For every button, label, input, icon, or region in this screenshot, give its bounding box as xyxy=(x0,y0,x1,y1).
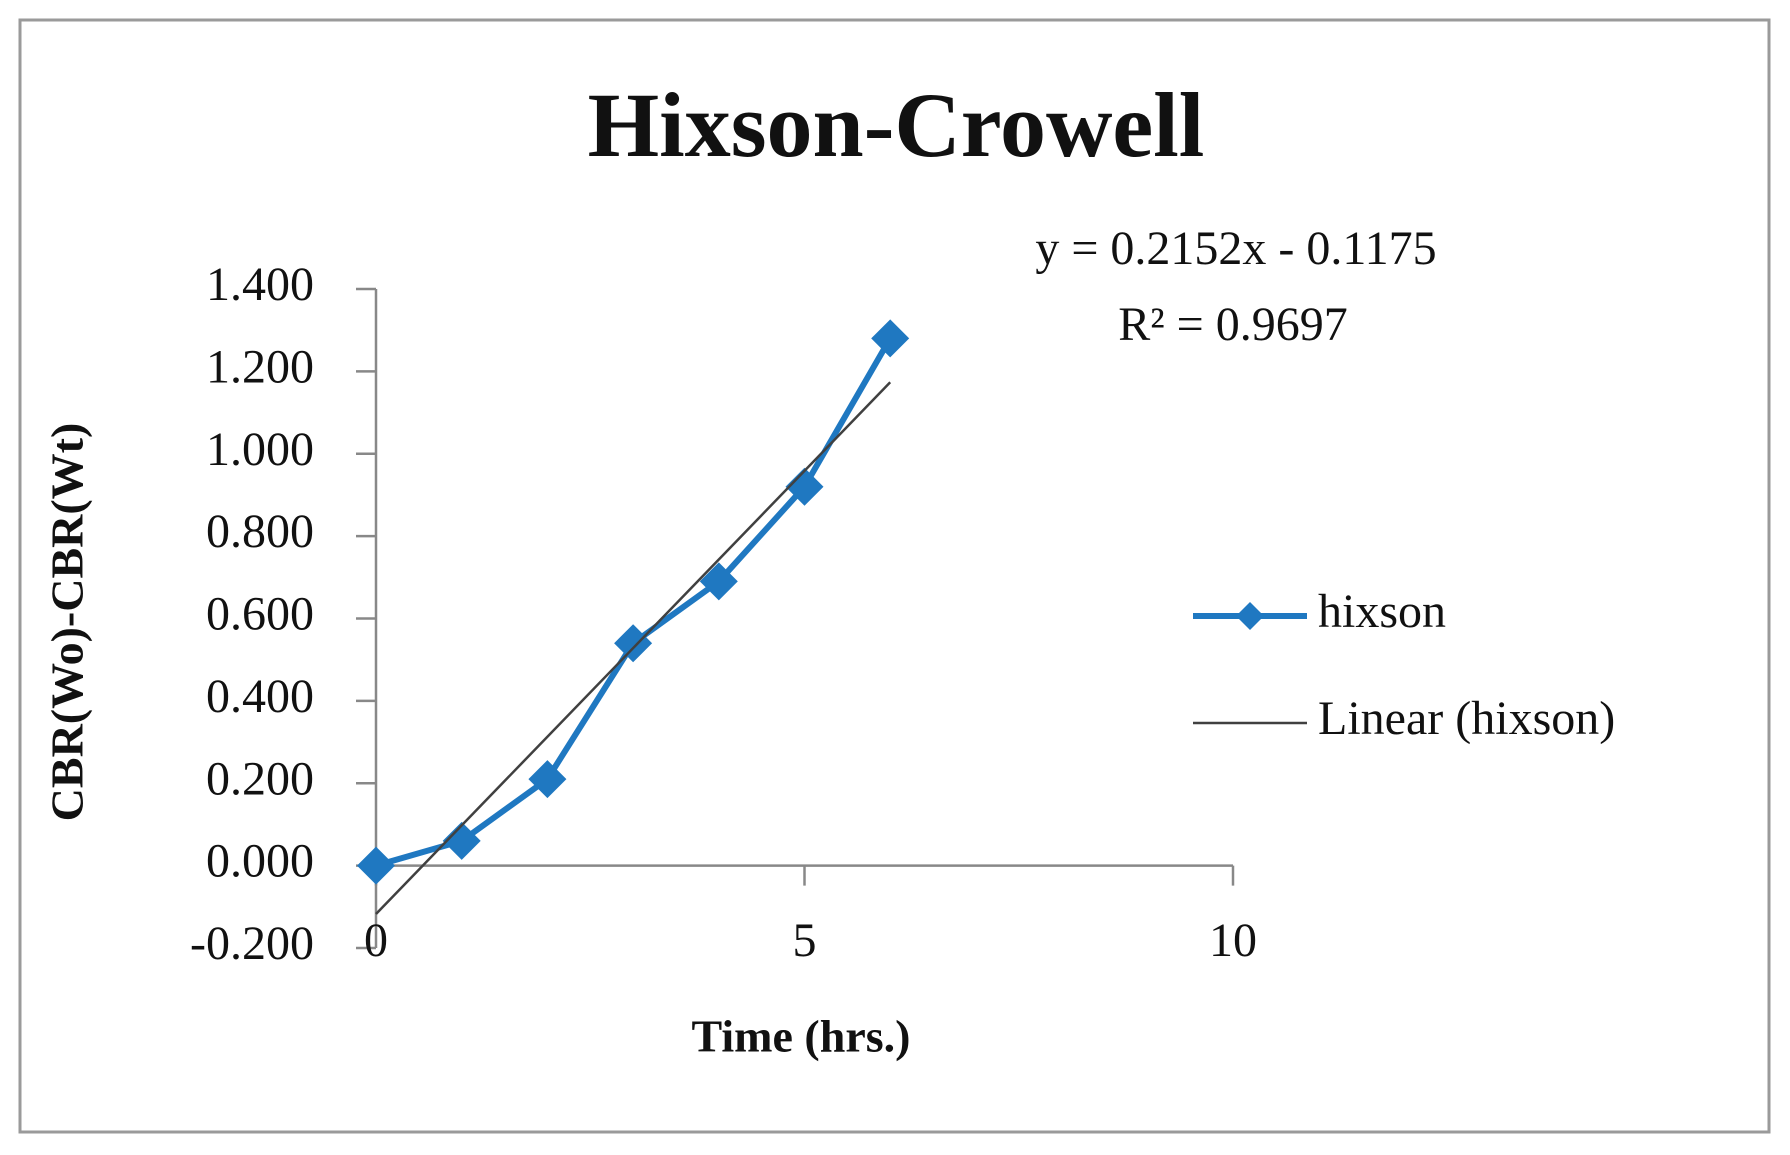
chart-title: Hixson-Crowell xyxy=(588,74,1205,176)
marker xyxy=(357,846,395,885)
marker xyxy=(785,467,824,506)
y-tick-label: 0.800 xyxy=(206,505,314,558)
trendline-equation: y = 0.2152x - 0.1175 xyxy=(1035,222,1436,275)
y-tick-label: 0.600 xyxy=(206,588,314,641)
marker xyxy=(528,760,567,799)
marker xyxy=(442,821,481,860)
trendline-r-squared: R² = 0.9697 xyxy=(1118,298,1347,351)
marker xyxy=(614,624,653,663)
y-tick-label: 0.200 xyxy=(206,752,314,805)
y-axis-label: CBR(Wo)-CBR(Wt) xyxy=(42,423,93,822)
legend-label: hixson xyxy=(1318,585,1446,638)
y-tick-label: 1.400 xyxy=(206,258,314,311)
marker xyxy=(871,319,910,358)
legend-marker xyxy=(1236,602,1264,630)
y-tick-label: 0.400 xyxy=(206,670,314,723)
y-tick-label: -0.200 xyxy=(190,917,314,970)
legend-label: Linear (hixson) xyxy=(1318,692,1615,745)
x-axis-label: Time (hrs.) xyxy=(692,1011,911,1062)
y-tick-label: 1.200 xyxy=(206,340,314,393)
x-tick-label: 10 xyxy=(1209,914,1257,967)
y-tick-label: 1.000 xyxy=(206,423,314,476)
chart-border xyxy=(18,18,1771,1134)
y-tick-label: 0.000 xyxy=(206,835,314,888)
marker xyxy=(699,562,738,601)
x-tick-label: 0 xyxy=(364,914,388,967)
trendline xyxy=(375,381,892,915)
x-tick-label: 5 xyxy=(793,914,817,967)
